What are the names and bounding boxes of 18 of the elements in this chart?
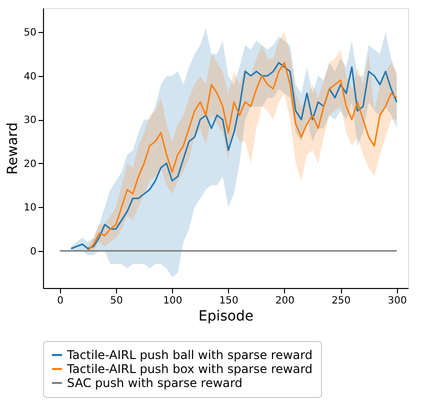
y-tick-label: 10: [24, 202, 36, 214]
y-tick-label: 0: [30, 246, 36, 258]
x-tick-label: 50: [110, 296, 123, 306]
y-axis-title: Reward: [4, 122, 21, 175]
legend-label: Tactile-AIRL push box with sparse reward: [66, 362, 313, 376]
y-tick-label: 40: [24, 71, 36, 82]
y-tick-label: 30: [24, 115, 36, 126]
x-tick-label: 0: [57, 296, 64, 306]
x-tick-label: 150: [219, 296, 238, 306]
y-tick-label: 20: [24, 158, 36, 170]
legend-label: SAC push with sparse reward: [67, 376, 242, 390]
x-axis-title: Episode: [198, 308, 254, 324]
x-tick-label: 200: [275, 296, 295, 306]
y-tick-label: 50: [24, 28, 36, 39]
legend-label: Tactile-AIRL push ball with sparse reward: [66, 348, 312, 362]
x-tick-label: 300: [388, 296, 407, 306]
x-tick-label: 100: [163, 296, 182, 306]
x-tick-label: 250: [332, 296, 351, 306]
